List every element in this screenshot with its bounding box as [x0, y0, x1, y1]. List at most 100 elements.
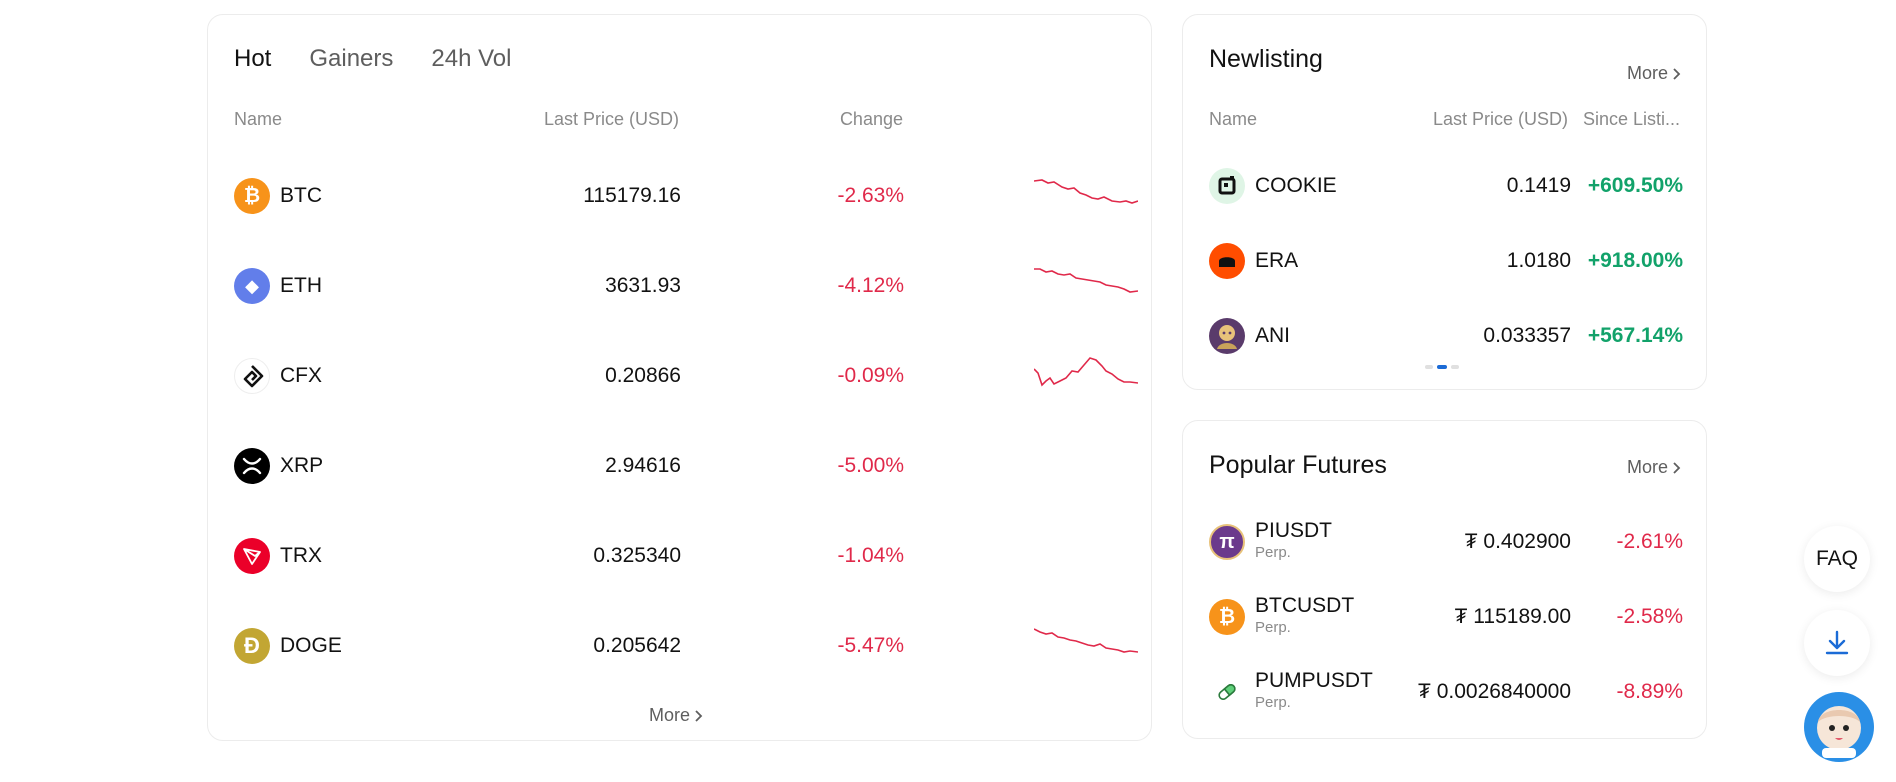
coin-symbol: DOGE	[280, 634, 342, 657]
more-label: More	[1626, 63, 1668, 83]
market-row[interactable]: ◆ ETH 3631.93 -4.12%	[234, 259, 1138, 313]
sparkline-chart	[1034, 357, 1138, 387]
contract-price: ₮ 0.0026840000	[1418, 680, 1571, 703]
support-assistant-avatar[interactable]	[1804, 692, 1874, 762]
contract-type: Perp.	[1255, 544, 1291, 561]
coin-symbol: TRX	[280, 544, 322, 567]
pi-icon: π	[1209, 524, 1245, 560]
futures-row[interactable]: ₿ BTCUSDT Perp. ₮ 115189.00 -2.58%	[1209, 592, 1683, 642]
column-header-price: Last Price (USD)	[543, 109, 679, 129]
xrp-icon	[234, 448, 270, 484]
coin-change: -0.09%	[837, 364, 904, 387]
tab-24h-vol[interactable]: 24h Vol	[431, 45, 512, 72]
carousel-dot[interactable]	[1425, 365, 1433, 369]
coin-price: 0.205642	[593, 634, 681, 657]
chevron-right-icon	[1673, 461, 1681, 474]
mascot-icon	[1806, 694, 1872, 760]
newlisting-title: Newlisting	[1209, 45, 1323, 73]
popular-futures-title: Popular Futures	[1209, 451, 1387, 479]
listing-row[interactable]: ERA 1.0180 +918.00%	[1209, 236, 1683, 286]
download-button[interactable]	[1804, 610, 1870, 676]
chevron-right-icon	[695, 709, 703, 722]
futures-more-link[interactable]: More	[1627, 457, 1682, 478]
market-tabs: Hot Gainers 24h Vol	[234, 45, 511, 73]
bitcoin-icon: ₿	[234, 178, 270, 214]
carousel-dot-active[interactable]	[1437, 365, 1447, 369]
column-header-name: Name	[1209, 109, 1258, 129]
coin-price: 3631.93	[605, 274, 681, 297]
coin-symbol: CFX	[280, 364, 322, 387]
coin-change: -5.00%	[837, 454, 904, 477]
column-header-since-listing: Since Listi...	[1582, 109, 1680, 129]
pill-icon	[1209, 674, 1245, 710]
ani-icon	[1209, 318, 1245, 354]
coin-symbol: COOKIE	[1255, 174, 1337, 197]
coin-price: 0.20866	[605, 364, 681, 387]
market-row[interactable]: TRX 0.325340 -1.04%	[234, 529, 1134, 583]
cookie-icon	[1209, 168, 1245, 204]
coin-price: 115179.16	[583, 184, 681, 207]
market-row[interactable]: XRP 2.94616 -5.00%	[234, 439, 1134, 493]
sparkline-chart	[1034, 628, 1138, 653]
contract-price: ₮ 0.402900	[1464, 530, 1571, 553]
sparkline-chart	[1034, 179, 1138, 204]
market-row[interactable]: ₿ BTC 115179.16 -2.63%	[234, 169, 1138, 223]
carousel-pagination	[1425, 365, 1459, 369]
market-row[interactable]: Ð DOGE 0.205642 -5.47%	[234, 619, 1138, 673]
newlisting-more-link[interactable]: More	[1627, 63, 1682, 84]
coin-symbol: ERA	[1255, 249, 1299, 272]
era-icon	[1209, 243, 1245, 279]
market-card: Hot Gainers 24h Vol Name Last Price (USD…	[207, 14, 1152, 741]
chevron-right-icon	[1673, 67, 1681, 80]
coin-change: -5.47%	[837, 634, 904, 657]
coin-change: +918.00%	[1587, 249, 1683, 272]
coin-symbol: ANI	[1255, 324, 1291, 347]
contract-type: Perp.	[1255, 619, 1291, 636]
coin-change: -1.04%	[837, 544, 904, 567]
more-label: More	[649, 705, 691, 725]
ethereum-icon: ◆	[234, 268, 270, 304]
faq-button[interactable]: FAQ	[1804, 526, 1870, 592]
coin-price: 0.325340	[593, 544, 681, 567]
tab-hot[interactable]: Hot	[234, 45, 272, 72]
contract-change: -2.58%	[1616, 605, 1683, 628]
contract-symbol: PUMPUSDT	[1255, 669, 1373, 692]
coin-price: 0.1419	[1506, 174, 1571, 197]
contract-change: -8.89%	[1616, 680, 1683, 703]
coin-change: +567.14%	[1587, 324, 1683, 347]
popular-futures-card: Popular Futures More π PIUSDT Perp. ₮ 0.…	[1182, 420, 1707, 739]
tron-icon	[234, 538, 270, 574]
tab-gainers[interactable]: Gainers	[309, 45, 394, 72]
column-header-price: Last Price (USD)	[1432, 109, 1568, 129]
bitcoin-icon: ₿	[1209, 599, 1245, 635]
contract-symbol: PIUSDT	[1255, 519, 1333, 542]
column-header-change: Change	[839, 109, 903, 129]
listing-row[interactable]: COOKIE 0.1419 +609.50%	[1209, 161, 1683, 211]
market-more-link[interactable]: More	[649, 705, 704, 726]
futures-row[interactable]: π PIUSDT Perp. ₮ 0.402900 -2.61%	[1209, 517, 1683, 567]
dogecoin-icon: Ð	[234, 628, 270, 664]
faq-label: FAQ	[1815, 547, 1858, 570]
conflux-icon	[234, 358, 270, 394]
futures-row[interactable]: PUMPUSDT Perp. ₮ 0.0026840000 -8.89%	[1209, 667, 1683, 717]
contract-symbol: BTCUSDT	[1255, 594, 1355, 617]
download-icon	[1825, 630, 1849, 655]
carousel-dot[interactable]	[1451, 365, 1459, 369]
coin-price: 2.94616	[605, 454, 681, 477]
column-header-name: Name	[234, 109, 283, 129]
contract-price: ₮ 115189.00	[1454, 605, 1571, 628]
listing-row[interactable]: ANI 0.033357 +567.14%	[1209, 311, 1683, 361]
sparkline-chart	[1034, 268, 1138, 293]
market-row[interactable]: CFX 0.20866 -0.09%	[234, 349, 1138, 403]
newlisting-card: Newlisting More Name Last Price (USD) Si…	[1182, 14, 1707, 390]
contract-type: Perp.	[1255, 694, 1291, 711]
coin-change: +609.50%	[1587, 174, 1683, 197]
coin-symbol: BTC	[280, 184, 322, 207]
coin-change: -2.63%	[837, 184, 904, 207]
coin-change: -4.12%	[837, 274, 904, 297]
coin-symbol: ETH	[280, 274, 322, 297]
contract-change: -2.61%	[1616, 530, 1683, 553]
coin-price: 1.0180	[1506, 249, 1571, 272]
coin-symbol: XRP	[280, 454, 324, 477]
more-label: More	[1626, 457, 1668, 477]
